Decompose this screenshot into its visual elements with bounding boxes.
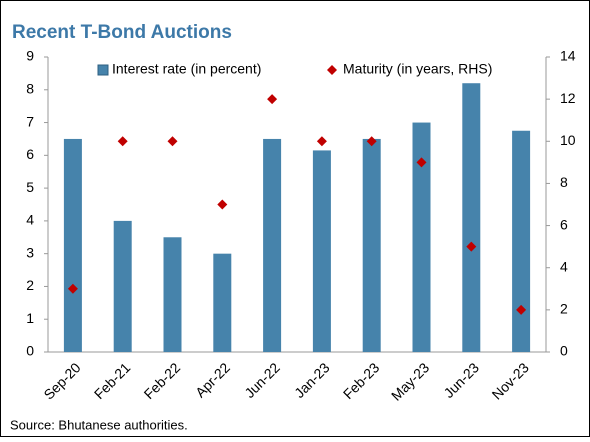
y2-tick-label: 10 xyxy=(560,132,576,148)
legend-swatch xyxy=(97,64,109,76)
y-tick-label: 3 xyxy=(26,244,34,260)
bar xyxy=(512,130,531,352)
source-note: Source: Bhutanese authorities. xyxy=(10,417,188,432)
y-tick-label: 9 xyxy=(26,48,34,64)
legend-label: Maturity (in years, RHS) xyxy=(343,61,492,77)
y2-tick-label: 4 xyxy=(560,258,568,274)
marker xyxy=(217,199,228,210)
legend-label: Interest rate (in percent) xyxy=(112,61,261,77)
marker xyxy=(516,304,527,315)
y2-tick-label: 8 xyxy=(560,174,568,190)
marker xyxy=(416,157,427,168)
marker xyxy=(466,241,477,252)
bar xyxy=(263,138,282,352)
marker xyxy=(67,283,78,294)
marker xyxy=(117,136,128,147)
bar xyxy=(213,253,232,352)
marker xyxy=(267,94,278,105)
legend-swatch xyxy=(327,65,337,75)
y-tick-label: 7 xyxy=(26,113,34,129)
bar xyxy=(412,122,431,352)
marker xyxy=(167,136,178,147)
y-tick-label: 4 xyxy=(26,212,34,228)
bar xyxy=(113,220,132,352)
bar xyxy=(163,237,182,352)
bar xyxy=(462,83,481,352)
marker xyxy=(316,136,327,147)
y2-tick-label: 14 xyxy=(560,48,576,64)
bar xyxy=(362,138,381,352)
bar xyxy=(312,150,331,352)
chart-title: Recent T-Bond Auctions xyxy=(12,22,232,43)
y2-tick-label: 0 xyxy=(560,343,568,359)
y-tick-label: 6 xyxy=(26,146,34,162)
marker xyxy=(366,136,377,147)
y-tick-label: 2 xyxy=(26,277,34,293)
bar xyxy=(63,138,82,352)
y2-tick-label: 2 xyxy=(560,301,568,317)
y2-tick-label: 6 xyxy=(560,216,568,232)
y-tick-label: 8 xyxy=(26,80,34,96)
y-tick-label: 0 xyxy=(26,343,34,359)
y-tick-label: 1 xyxy=(26,310,34,326)
y-tick-label: 5 xyxy=(26,179,34,195)
y2-tick-label: 12 xyxy=(560,90,576,106)
